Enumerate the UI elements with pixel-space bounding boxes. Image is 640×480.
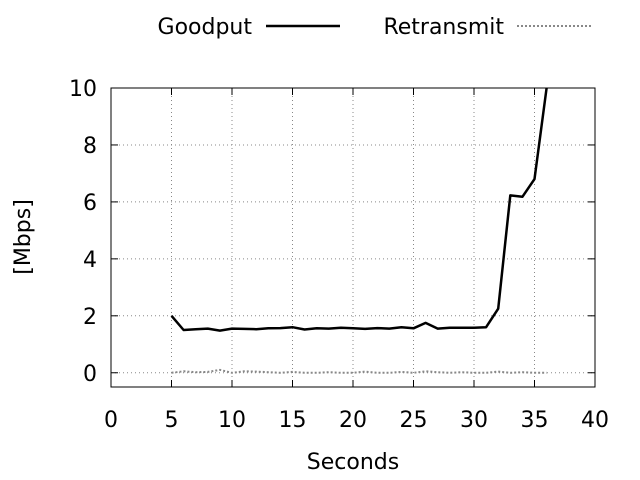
x-tick-label: 30	[460, 408, 488, 433]
x-tick-label: 25	[400, 408, 428, 433]
y-tick-label: 8	[83, 134, 97, 159]
x-tick-label: 35	[521, 408, 549, 433]
y-tick-label: 2	[83, 305, 97, 330]
axis-ticks: 0 5 10 15 20 25 30 35 40 0 2 4 6 8 10	[69, 77, 609, 433]
y-tick-label: 6	[83, 191, 97, 216]
x-tick-label: 10	[218, 408, 246, 433]
y-tick-label: 0	[83, 362, 97, 387]
series-line-goodput	[170, 87, 548, 332]
x-tick-label: 15	[279, 408, 307, 433]
legend-label-goodput: Goodput	[158, 15, 253, 40]
series-line-retransmit	[171, 368, 547, 374]
grid	[111, 88, 595, 387]
series-layer	[170, 87, 548, 374]
legend-label-retransmit: Retransmit	[383, 15, 504, 40]
x-tick-label: 0	[104, 408, 118, 433]
x-tick-label: 40	[581, 408, 609, 433]
y-tick-label: 10	[69, 77, 97, 102]
legend: Goodput Retransmit	[158, 15, 591, 40]
x-tick-label: 20	[339, 408, 367, 433]
y-tick-label: 4	[83, 248, 97, 273]
x-tick-label: 5	[165, 408, 179, 433]
y-axis-label: [Mbps]	[11, 199, 36, 275]
x-axis-label: Seconds	[307, 450, 399, 475]
